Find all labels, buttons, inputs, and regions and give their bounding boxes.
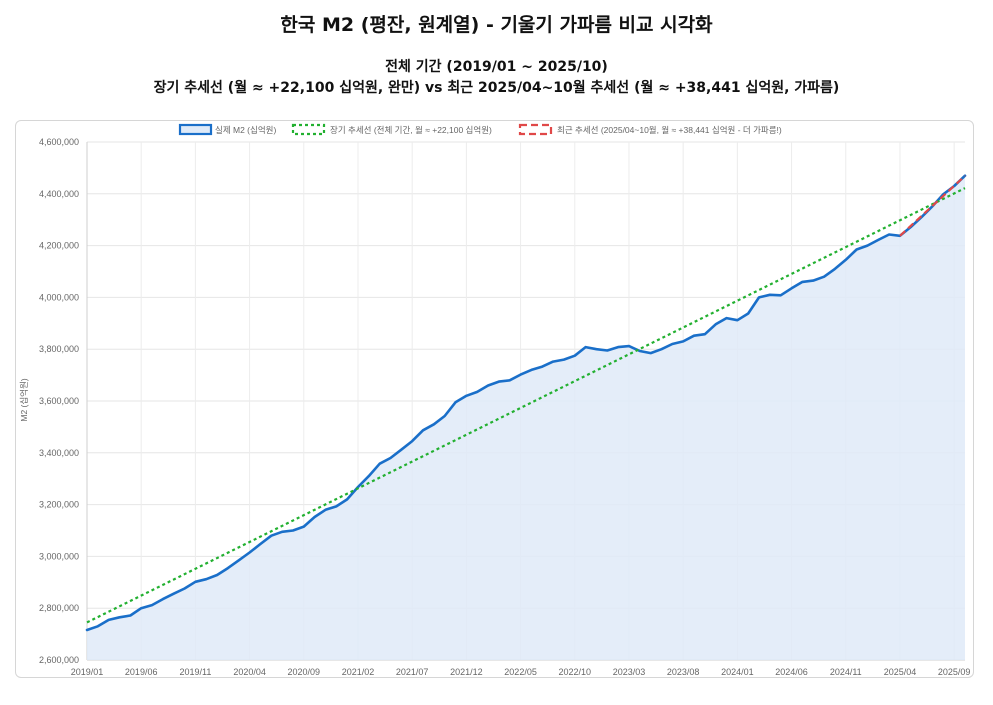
x-tick-label: 2024/01 xyxy=(721,667,754,677)
x-tick-label: 2022/05 xyxy=(504,667,537,677)
chart-subtitle-period: 전체 기간 (2019/01 ~ 2025/10) xyxy=(385,59,608,75)
x-axis: 2019/01 2019/06 2019/11 2020/04 2020/09 2021/… xyxy=(71,659,971,677)
y-tick-label: 4,000,000 xyxy=(39,292,79,302)
actual-m2-series xyxy=(85,174,967,632)
y-tick-label: 4,200,000 xyxy=(39,241,79,251)
x-tick-label: 2023/08 xyxy=(667,667,700,677)
x-tick-label: 2020/09 xyxy=(288,667,321,677)
y-tick-label: 3,400,000 xyxy=(39,448,79,458)
x-tick-label: 2019/06 xyxy=(125,667,158,677)
y-tick-label: 3,600,000 xyxy=(39,396,79,406)
y-tick-label: 2,600,000 xyxy=(39,655,79,665)
recent-trend-series xyxy=(899,175,966,237)
legend-label: 실제 M2 (십억원) xyxy=(215,125,276,135)
x-tick-label: 2025/09 xyxy=(938,667,971,677)
plot-area xyxy=(85,174,967,660)
chart-subtitle-trend-comparison: 장기 추세선 (월 ≈ +22,100 십억원, 완만) vs 최근 2025/… xyxy=(153,80,840,96)
x-tick-label: 2020/04 xyxy=(233,667,266,677)
x-tick-label: 2024/06 xyxy=(775,667,808,677)
y-axis-label: M2 (십억원) xyxy=(19,378,29,421)
y-tick-label: 3,800,000 xyxy=(39,344,79,354)
y-tick-label: 4,600,000 xyxy=(39,137,79,147)
legend-swatch xyxy=(518,123,553,136)
x-tick-label: 2025/04 xyxy=(884,667,917,677)
legend-label: 장기 추세선 (전체 기간, 월 ≈ +22,100 십억원) xyxy=(330,125,492,135)
long-term-trend-series xyxy=(86,187,966,624)
legend-swatch xyxy=(178,123,213,136)
x-tick-label: 2023/03 xyxy=(613,667,646,677)
x-tick-label: 2019/11 xyxy=(179,667,211,677)
actual-m2-area-fill xyxy=(87,175,965,660)
x-tick-label: 2024/11 xyxy=(830,667,862,677)
legend-swatch xyxy=(291,123,326,136)
x-tick-label: 2022/10 xyxy=(559,667,592,677)
legend-item-recent-trend: 최근 추세선 (2025/04~10월, 월 ≈ +38,441 십억원 - 더… xyxy=(518,123,782,136)
chart-title: 한국 M2 (평잔, 원계열) - 기울기 가파름 비교 시각화 xyxy=(280,14,713,36)
x-tick-label: 2021/12 xyxy=(450,667,483,677)
legend-label: 최근 추세선 (2025/04~10월, 월 ≈ +38,441 십억원 - 더… xyxy=(557,125,782,135)
y-tick-label: 3,200,000 xyxy=(39,500,79,510)
y-tick-label: 3,000,000 xyxy=(39,551,79,561)
chart-legend: 실제 M2 (십억원) 장기 추세선 (전체 기간, 월 ≈ +22,100 십억… xyxy=(178,123,782,136)
y-tick-label: 2,800,000 xyxy=(39,603,79,613)
x-tick-label: 2021/07 xyxy=(396,667,429,677)
legend-item-long-term-trend: 장기 추세선 (전체 기간, 월 ≈ +22,100 십억원) xyxy=(291,123,492,136)
legend-item-actual-m2: 실제 M2 (십억원) xyxy=(178,123,276,136)
x-tick-label: 2019/01 xyxy=(71,667,104,677)
y-tick-label: 4,400,000 xyxy=(39,189,79,199)
y-axis: 2,600,000 2,800,000 3,000,000 3,200,000 3,40… xyxy=(39,137,88,665)
x-tick-label: 2021/02 xyxy=(342,667,375,677)
